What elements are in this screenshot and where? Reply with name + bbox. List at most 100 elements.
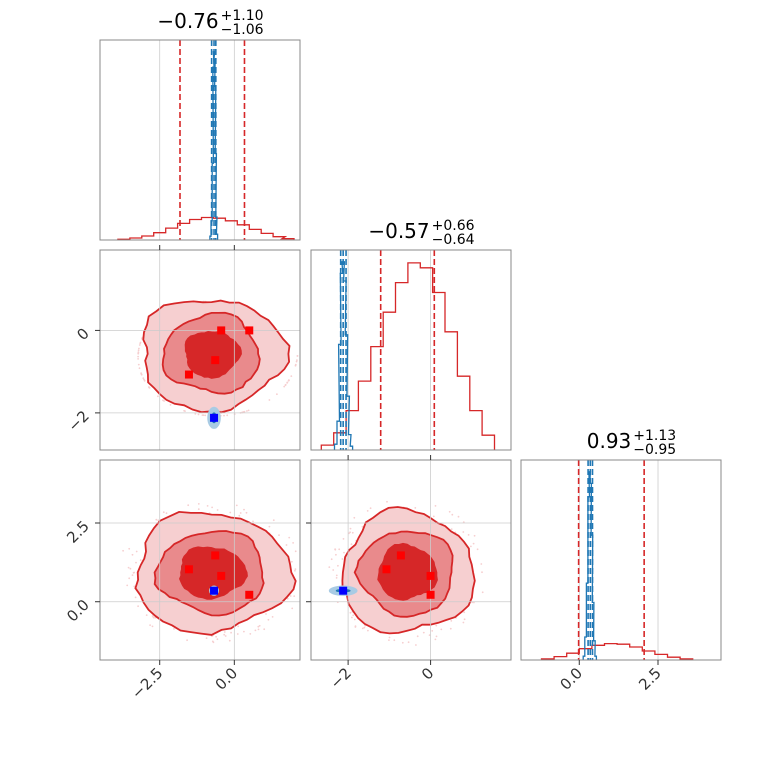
scatter-point: [294, 363, 297, 366]
scatter-point: [249, 633, 252, 635]
blue-marker: [210, 586, 219, 595]
scatter-point: [237, 625, 240, 628]
scatter-point: [135, 550, 138, 553]
scatter-point: [137, 349, 140, 352]
scatter-point: [228, 639, 231, 642]
y-tick-label: 0: [73, 325, 92, 344]
y-tick-label: 2.5: [63, 517, 93, 547]
scatter-point: [291, 607, 294, 610]
scatter-point: [137, 363, 140, 366]
scatter-point: [294, 569, 296, 572]
scatter-point: [142, 377, 145, 380]
scatter-point: [284, 384, 287, 387]
red-marker: [217, 571, 226, 580]
scatter-point: [288, 379, 290, 382]
param-title-plus: +0.66: [432, 218, 475, 234]
scatter-point: [289, 595, 292, 597]
red-marginal-hist: [117, 216, 295, 240]
scatter-point: [245, 511, 248, 514]
blue-marginal-hist: [333, 261, 354, 450]
scatter-point: [226, 414, 229, 417]
scatter-point: [334, 548, 337, 551]
scatter-point: [476, 548, 479, 551]
scatter-point: [137, 605, 140, 608]
scatter-point: [434, 638, 437, 641]
panel-frame-0-1: [99, 249, 301, 451]
panel-frame-0-2: [99, 459, 301, 661]
scatter-point: [361, 627, 364, 630]
scatter-point: [197, 413, 200, 416]
scatter-point: [401, 641, 404, 644]
blue-marker: [210, 413, 219, 422]
param-title-minus: −0.95: [633, 442, 676, 458]
scatter-point: [367, 629, 369, 632]
scatter-point: [257, 628, 260, 631]
scatter-point: [230, 631, 233, 634]
scatter-point: [235, 504, 238, 507]
scatter-point: [393, 639, 396, 642]
panel-frame-0-0: [99, 39, 301, 241]
scatter-point: [246, 410, 248, 412]
title-layer: −0.76 +1.10−1.06 −0.57 +0.66−0.64 0.93 +1.13−…: [157, 8, 676, 458]
scatter-point: [141, 337, 143, 340]
scatter-point: [247, 409, 250, 412]
scatter-point: [145, 614, 148, 616]
scatter-point: [155, 518, 158, 521]
scatter-point: [186, 639, 189, 642]
red-marker: [211, 551, 220, 560]
scatter-point: [263, 628, 266, 631]
scatter-point: [348, 532, 350, 535]
data-layer: [117, 40, 694, 660]
scatter-point: [422, 631, 425, 634]
red-marker: [245, 590, 254, 599]
scatter-point: [238, 514, 241, 517]
scatter-point: [416, 635, 419, 638]
scatter-point: [239, 512, 242, 514]
scatter-point: [223, 414, 225, 417]
param-title-0: −0.76: [157, 9, 218, 33]
scatter-point: [288, 536, 291, 539]
scatter-point: [434, 505, 437, 507]
scatter-point: [352, 614, 355, 617]
scatter-point: [267, 618, 270, 621]
scatter-point: [432, 515, 435, 518]
scatter-point: [128, 577, 131, 580]
scatter-point: [137, 358, 140, 360]
red-contour-level-3: [179, 546, 248, 600]
scatter-point: [342, 538, 345, 540]
scatter-point: [140, 372, 143, 375]
scatter-point: [215, 635, 218, 638]
red-marker: [426, 571, 435, 580]
scatter-point: [341, 558, 344, 560]
blue-marginal-hist: [582, 471, 598, 660]
scatter-point: [254, 629, 257, 632]
scatter-point: [296, 359, 298, 361]
scatter-point: [335, 577, 338, 579]
scatter-point: [206, 505, 209, 507]
y-tick-label: 0.0: [63, 596, 93, 626]
param-title-minus: −0.64: [432, 232, 475, 248]
x-tick-label: 0.0: [556, 664, 586, 694]
red-marker: [382, 565, 391, 574]
scatter-point: [243, 508, 245, 511]
scatter-point: [194, 413, 197, 415]
scatter-point: [369, 507, 372, 510]
scatter-point: [481, 571, 483, 574]
scatter-point: [138, 347, 140, 350]
scatter-point: [463, 611, 466, 614]
scatter-point: [252, 520, 254, 523]
scatter-point: [470, 545, 472, 548]
x-tick-label: 0: [418, 664, 437, 683]
scatter-point: [480, 563, 483, 565]
scatter-point: [351, 616, 353, 619]
red-marker: [217, 326, 226, 335]
scatter-point: [457, 515, 460, 518]
scatter-point: [361, 525, 364, 528]
red-marker: [184, 370, 193, 379]
red-marker: [211, 356, 220, 365]
scatter-point: [295, 360, 298, 363]
x-tick-label: 0.0: [212, 664, 242, 694]
scatter-point: [435, 635, 438, 638]
scatter-point: [149, 624, 152, 626]
red-marker: [426, 590, 435, 599]
